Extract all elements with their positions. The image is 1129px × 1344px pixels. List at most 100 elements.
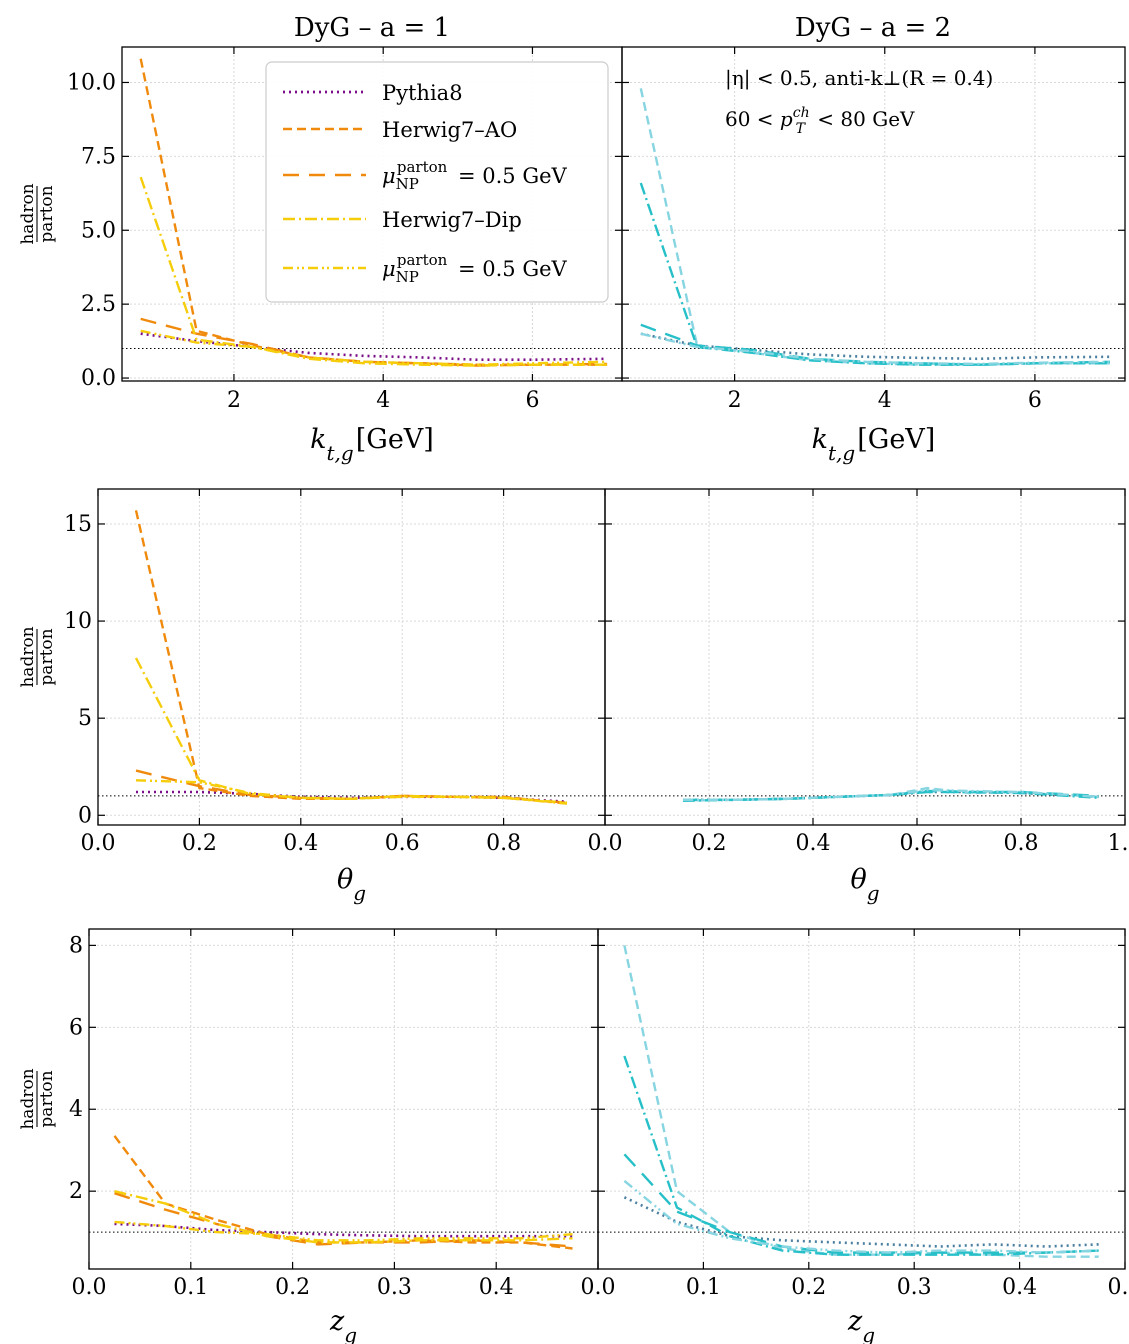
y-label-denominator: parton [37, 1070, 57, 1127]
y-tick-label: 6 [69, 1015, 83, 1040]
y-tick-label: 10.0 [67, 70, 116, 95]
annotation-line2: 60 < pch T < 80 GeV [725, 105, 915, 137]
series-line-dip-mu-np [683, 788, 1100, 801]
x-tick-label: 4 [376, 388, 390, 413]
series-group [639, 88, 1111, 366]
series-line-ao-mu-np [640, 323, 1111, 366]
x-tick-label: 0.3 [897, 1275, 932, 1300]
series-line-herwig7-dip [639, 182, 1110, 366]
y-tick-label: 15 [64, 512, 92, 537]
legend-label-herwig7-dip: Herwig7–Dip [382, 208, 522, 232]
x-tick-label: 0.0 [588, 831, 623, 856]
annotation-line1: |η| < 0.5, anti-k⊥(R = 0.4) [725, 66, 993, 91]
y-tick-label: 2.5 [81, 292, 116, 317]
axes-frame [604, 488, 1126, 826]
y-tick-label: 2 [69, 1179, 83, 1204]
series-line-dip-mu-np [114, 1220, 573, 1242]
x-tick-label: 0.8 [1004, 831, 1039, 856]
x-tick-label: 0.3 [377, 1275, 412, 1300]
y-tick-label: 4 [69, 1097, 83, 1122]
x-tick-label: 0.8 [486, 831, 521, 856]
panel-theta-a1: 0.0 0.2 0.4 0.6 0.8 0 5 10 15 θg hadron parton [18, 488, 606, 905]
axes-frame [88, 928, 599, 1270]
x-tick-label: 0.4 [479, 1275, 514, 1300]
x-tick-label: 0.1 [686, 1275, 721, 1300]
series-group [134, 510, 568, 805]
legend-label-ao-mu-np: μNPparton = 0.5 GeV [382, 158, 568, 193]
series-group [139, 58, 608, 367]
series-line-pythia8 [140, 332, 608, 362]
series-line-dip-mu-np [140, 329, 608, 366]
panel-theta-a2: 0.0 0.2 0.4 0.6 0.8 1.0 θg [588, 488, 1129, 905]
y-tick-label: 7.5 [81, 144, 116, 169]
y-label-numerator: hadron [18, 626, 38, 687]
series-line-dip-mu-np [135, 779, 568, 805]
x-axis-label: kt,g[GeV] [812, 424, 936, 465]
series-line-pythia8 [114, 1222, 573, 1238]
y-axis-label: hadron parton [18, 1068, 57, 1129]
y-tick-label: 10 [64, 609, 92, 634]
y-tick-label: 0 [78, 803, 92, 828]
x-axis-label: kt,g[GeV] [310, 424, 434, 465]
x-axis-label: zg [329, 1306, 357, 1344]
axes-frame [97, 488, 606, 826]
legend-label-dip-mu-np: μNPparton = 0.5 GeV [382, 251, 568, 286]
legend-label-herwig7-ao: Herwig7–AO [382, 118, 517, 142]
x-tick-label: 0.2 [692, 831, 727, 856]
panel-kt-a2: 2 4 6 kt,g[GeV] [621, 46, 1126, 465]
x-tick-label: 0.2 [275, 1275, 310, 1300]
x-axis-label: θg [337, 864, 366, 905]
x-tick-label: 6 [525, 388, 539, 413]
panel-zg-a1: 0.0 0.1 0.2 0.3 0.4 2 4 6 8 zg hadron parton [18, 928, 599, 1344]
legend-box [265, 61, 609, 303]
x-tick-label: 0.0 [81, 831, 116, 856]
series-line-pythia8 [640, 332, 1111, 361]
axes-frame [621, 46, 1126, 382]
panel-kt-a1: 2 4 6 0.0 2.5 5.0 7.5 10.0 kt,g[GeV] hadron parton [18, 46, 623, 465]
series-line-dip-mu-np [640, 332, 1111, 366]
x-tick-label: 0.6 [385, 831, 420, 856]
legend-label-pythia8: Pythia8 [382, 81, 463, 105]
title-right: DyG – a = 2 [795, 13, 951, 43]
series-line-herwig7-ao [113, 1135, 573, 1250]
x-tick-label: 4 [878, 388, 892, 413]
y-label-numerator: hadron [18, 1068, 38, 1129]
series-group [113, 1135, 573, 1250]
x-axis-label: θg [850, 864, 879, 905]
y-axis-label: hadron parton [18, 626, 57, 687]
title-left: DyG – a = 1 [294, 13, 450, 43]
series-line-herwig7-ao [623, 945, 1099, 1258]
x-tick-label: 2 [728, 388, 742, 413]
x-tick-label: 1.0 [1108, 831, 1129, 856]
series-line-herwig7-dip [623, 1055, 1099, 1256]
x-tick-label: 2 [227, 388, 241, 413]
x-tick-label: 0.0 [72, 1275, 107, 1300]
panel-zg-a2: 0.0 0.1 0.2 0.3 0.4 0.5 zg [581, 928, 1129, 1344]
x-tick-label: 0.5 [1108, 1275, 1129, 1300]
x-tick-label: 0.0 [581, 1275, 616, 1300]
x-tick-label: 0.4 [796, 831, 831, 856]
legend: Pythia8 Herwig7–AO μNPparton = 0.5 GeV Herw… [265, 61, 609, 303]
series-line-herwig7-dip [114, 1190, 573, 1244]
x-tick-label: 0.4 [1002, 1275, 1037, 1300]
axes-frame [597, 928, 1126, 1270]
x-tick-label: 6 [1028, 388, 1042, 413]
y-tick-label: 8 [69, 933, 83, 958]
series-line-ao-mu-np [623, 1153, 1099, 1254]
series-line-pythia8 [623, 1196, 1099, 1248]
x-axis-label: zg [847, 1306, 875, 1344]
y-label-denominator: parton [37, 628, 57, 685]
y-tick-label: 5.0 [81, 218, 116, 243]
series-line-dip-mu-np [623, 1179, 1099, 1254]
x-tick-label: 0.4 [283, 831, 318, 856]
series-group [682, 786, 1100, 802]
y-label-denominator: parton [37, 185, 57, 242]
x-tick-label: 0.6 [900, 831, 935, 856]
y-tick-label: 0.0 [81, 366, 116, 391]
x-tick-label: 0.1 [173, 1275, 208, 1300]
y-tick-label: 5 [78, 706, 92, 731]
y-label-numerator: hadron [18, 183, 38, 244]
series-group [623, 945, 1099, 1258]
series-line-herwig7-dip [139, 176, 608, 367]
